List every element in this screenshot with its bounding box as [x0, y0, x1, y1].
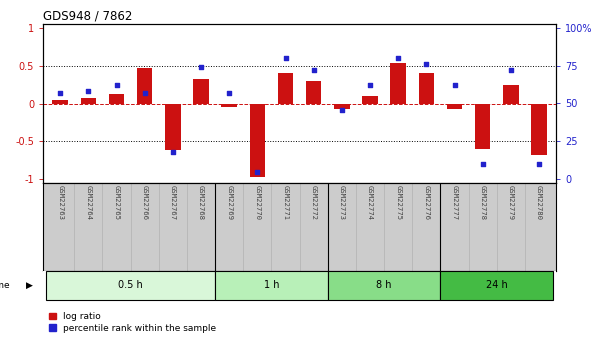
- Text: GSM22774: GSM22774: [367, 186, 373, 220]
- Point: [394, 56, 403, 61]
- Text: GSM22770: GSM22770: [254, 186, 260, 220]
- Point: [450, 82, 459, 88]
- Text: time: time: [0, 281, 10, 290]
- Bar: [447, 104, 462, 109]
- Bar: [441, 271, 553, 300]
- Point: [534, 161, 544, 167]
- Text: GSM22765: GSM22765: [114, 186, 120, 220]
- Bar: [531, 104, 547, 155]
- Text: GDS948 / 7862: GDS948 / 7862: [43, 10, 133, 23]
- Text: GSM22764: GSM22764: [85, 186, 91, 220]
- Bar: [137, 68, 153, 104]
- Bar: [165, 104, 180, 150]
- Point: [224, 90, 234, 96]
- Point: [365, 82, 375, 88]
- Text: ▶: ▶: [26, 281, 33, 290]
- Text: 0.5 h: 0.5 h: [118, 280, 143, 290]
- Bar: [221, 104, 237, 107]
- Bar: [194, 79, 209, 104]
- Point: [55, 90, 65, 96]
- Text: GSM22776: GSM22776: [423, 186, 429, 220]
- Bar: [278, 73, 293, 104]
- Bar: [362, 96, 378, 104]
- Text: 24 h: 24 h: [486, 280, 508, 290]
- Bar: [109, 95, 124, 103]
- Bar: [391, 63, 406, 104]
- Text: GSM22767: GSM22767: [170, 186, 176, 220]
- Text: GSM22779: GSM22779: [508, 186, 514, 220]
- Bar: [334, 104, 350, 109]
- Text: GSM22773: GSM22773: [339, 186, 345, 220]
- Text: 1 h: 1 h: [264, 280, 279, 290]
- Text: GSM22778: GSM22778: [480, 186, 486, 220]
- Text: GSM22763: GSM22763: [57, 186, 63, 220]
- Point: [506, 68, 516, 73]
- Text: GSM22768: GSM22768: [198, 186, 204, 220]
- Point: [252, 169, 262, 174]
- Bar: [475, 104, 490, 149]
- Bar: [328, 271, 441, 300]
- Bar: [306, 81, 322, 104]
- Point: [84, 89, 93, 94]
- Text: GSM22775: GSM22775: [395, 186, 401, 220]
- Bar: [215, 271, 328, 300]
- Text: GSM22780: GSM22780: [536, 186, 542, 220]
- Bar: [46, 271, 215, 300]
- Legend: log ratio, percentile rank within the sample: log ratio, percentile rank within the sa…: [48, 311, 217, 334]
- Point: [112, 82, 121, 88]
- Bar: [52, 100, 68, 104]
- Point: [337, 107, 347, 112]
- Bar: [503, 85, 519, 103]
- Text: 8 h: 8 h: [376, 280, 392, 290]
- Point: [478, 161, 487, 167]
- Point: [309, 68, 319, 73]
- Text: GSM22766: GSM22766: [142, 186, 148, 220]
- Point: [281, 56, 290, 61]
- Bar: [419, 73, 434, 104]
- Point: [140, 90, 150, 96]
- Bar: [81, 98, 96, 104]
- Point: [168, 149, 178, 155]
- Bar: [249, 104, 265, 177]
- Text: GSM22769: GSM22769: [226, 186, 232, 220]
- Text: GSM22772: GSM22772: [311, 186, 317, 220]
- Text: GSM22771: GSM22771: [282, 186, 288, 220]
- Point: [196, 65, 206, 70]
- Point: [421, 61, 431, 67]
- Text: GSM22777: GSM22777: [451, 186, 457, 220]
